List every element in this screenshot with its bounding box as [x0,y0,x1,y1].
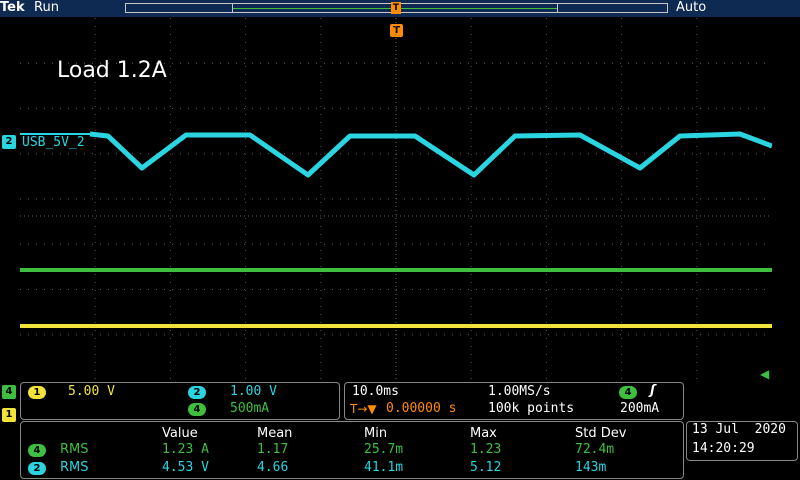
meas-value: 1.23 A [162,442,209,457]
ch2-scale[interactable]: 1.00 V [230,384,277,399]
meas-type: RMS [60,442,89,457]
trigger-level[interactable]: 200mA [620,401,660,416]
time-label: 14:20:29 [692,441,755,456]
meas-row-badge: 4 [28,444,46,457]
ch4-badge[interactable]: 4 [188,403,206,416]
meas-mean: 4.66 [257,460,289,475]
meas-header-mean: Mean [257,426,293,441]
channel-settings-panel[interactable] [20,382,340,420]
meas-header-value: Value [162,426,198,441]
meas-min: 41.1m [364,460,404,475]
trigger-mode[interactable]: Auto [676,0,707,15]
meas-mean: 1.17 [257,442,289,457]
trigger-position-arrow-icon: T→▼ [350,402,377,416]
brand-logo: Tek [0,0,25,15]
trigger-level-icon[interactable]: ◀ [760,367,770,381]
meas-type: RMS [60,460,89,475]
waveform-graticule[interactable] [20,18,772,380]
run-state[interactable]: Run [34,0,59,15]
meas-header-std-dev: Std Dev [575,426,627,441]
meas-value: 4.53 V [162,460,209,475]
trigger-source-badge[interactable]: 4 [619,386,637,399]
meas-header-min: Min [364,426,388,441]
ch1-scale[interactable]: 5.00 V [68,384,115,399]
date-label: 13 Jul 2020 [692,422,786,437]
horizontal-scale[interactable]: 10.0ms [352,384,399,399]
trigger-position-top-icon: T [391,2,401,14]
ch2-ground-marker[interactable]: 2 [2,135,16,149]
ch1-ground-marker[interactable]: 1 [2,408,16,422]
ch2-trace-label: USB_5V_2 [22,135,85,150]
measurements-panel[interactable] [20,421,684,479]
ch4-ground-marker[interactable]: 4 [2,385,16,399]
ch2-badge[interactable]: 2 [188,386,206,399]
meas-std-dev: 143m [575,460,607,475]
meas-row-badge: 2 [28,462,46,475]
meas-std-dev: 72.4m [575,442,615,457]
meas-min: 25.7m [364,442,404,457]
meas-max: 1.23 [470,442,502,457]
ch4-scale[interactable]: 500mA [230,401,270,416]
record-length[interactable]: 100k points [488,401,575,416]
rising-edge-icon: ʃ [650,383,656,398]
datetime-panel [686,421,798,461]
trigger-position[interactable]: 0.00000 s [386,401,457,416]
ch2-trace [89,131,772,178]
sample-rate: 1.00MS/s [488,384,551,399]
meas-header-max: Max [470,426,497,441]
ch1-badge[interactable]: 1 [28,386,46,399]
screen-annotation: Load 1.2A [57,58,167,83]
timebase-panel[interactable] [344,382,684,420]
meas-max: 5.12 [470,460,502,475]
